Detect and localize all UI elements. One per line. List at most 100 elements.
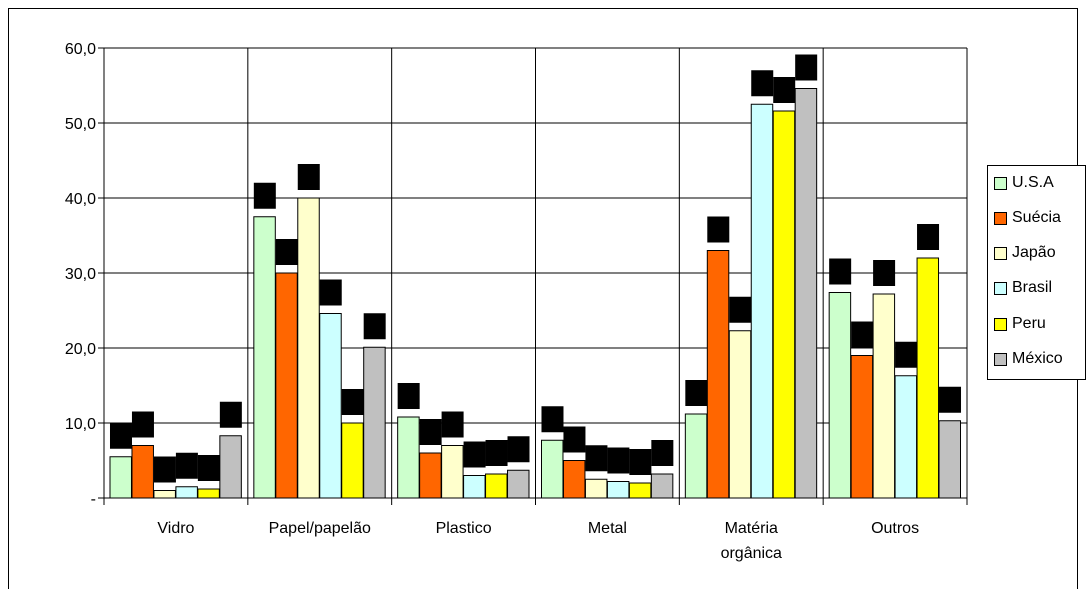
bar bbox=[706, 250, 730, 499]
data-label-box bbox=[131, 411, 154, 438]
data-label-box bbox=[917, 224, 940, 250]
data-label-box bbox=[297, 164, 320, 190]
data-label-box bbox=[795, 54, 818, 81]
data-label-box bbox=[939, 386, 962, 413]
bar bbox=[684, 413, 708, 499]
data-label-box bbox=[873, 260, 896, 286]
legend-swatch-usa bbox=[994, 176, 1007, 190]
bar bbox=[628, 482, 652, 499]
bar bbox=[485, 473, 508, 499]
data-label-box bbox=[275, 239, 298, 265]
bar bbox=[109, 456, 132, 499]
data-label-box bbox=[851, 321, 874, 348]
data-label-box bbox=[895, 341, 918, 368]
legend-swatch-peru bbox=[994, 317, 1007, 331]
x-category-label: orgânica bbox=[721, 545, 782, 562]
legend-item-usa: U.S.A bbox=[994, 173, 1054, 193]
bar bbox=[794, 88, 818, 499]
legend-item-brasil: Brasil bbox=[994, 278, 1052, 298]
data-label-box bbox=[219, 401, 242, 428]
bar bbox=[297, 197, 320, 499]
bar bbox=[275, 272, 298, 499]
data-label-box bbox=[651, 440, 674, 466]
data-label-box bbox=[829, 258, 852, 285]
data-label-box bbox=[773, 77, 796, 103]
bar bbox=[894, 375, 918, 499]
legend-label-japao: Japão bbox=[1012, 244, 1056, 261]
bar bbox=[131, 445, 154, 499]
legend-label-suecia: Suécia bbox=[1012, 209, 1061, 226]
data-label-box bbox=[607, 447, 630, 474]
bar bbox=[916, 257, 940, 499]
data-label-box bbox=[563, 426, 586, 453]
bar bbox=[938, 420, 961, 499]
bar bbox=[153, 490, 176, 499]
data-label-box bbox=[585, 445, 608, 472]
y-tick-label: 50,0 bbox=[65, 116, 96, 133]
legend-label-brasil: Brasil bbox=[1012, 279, 1053, 296]
data-label-box bbox=[441, 411, 464, 438]
bar bbox=[750, 103, 774, 499]
legend-label-mexico: México bbox=[1012, 350, 1063, 367]
data-label-box bbox=[197, 455, 220, 481]
y-tick-label: 30,0 bbox=[65, 266, 96, 283]
y-tick-label: 20,0 bbox=[65, 341, 96, 358]
legend-label-usa: U.S.A bbox=[1012, 174, 1054, 191]
x-category-label: Papel/papelão bbox=[269, 520, 371, 537]
bar bbox=[397, 416, 420, 499]
bar bbox=[419, 452, 442, 499]
data-label-box bbox=[685, 380, 708, 406]
bar bbox=[507, 469, 530, 499]
data-label-box bbox=[153, 456, 176, 483]
y-tick-label: 10,0 bbox=[65, 416, 96, 433]
legend-item-japao: Japão bbox=[994, 243, 1056, 263]
bar bbox=[541, 439, 564, 499]
bar bbox=[319, 313, 342, 499]
bar bbox=[650, 473, 674, 499]
bar bbox=[606, 481, 630, 499]
legend: U.S.A Suécia Japão Brasil Peru México bbox=[987, 165, 1086, 380]
x-category-label: Plastico bbox=[436, 520, 492, 537]
legend-swatch-brasil bbox=[994, 281, 1007, 295]
legend-swatch-suecia bbox=[994, 211, 1007, 225]
data-label-box bbox=[629, 449, 652, 475]
bar bbox=[341, 422, 364, 499]
bar bbox=[562, 460, 586, 499]
legend-item-suecia: Suécia bbox=[994, 208, 1061, 228]
bar bbox=[219, 435, 242, 499]
bar bbox=[441, 445, 464, 499]
bar bbox=[463, 475, 486, 499]
x-category-label: Vidro bbox=[157, 520, 194, 537]
data-label-box bbox=[363, 313, 386, 340]
bar bbox=[363, 346, 386, 499]
x-category-label: Matéria bbox=[725, 520, 778, 537]
legend-label-peru: Peru bbox=[1012, 315, 1046, 332]
bar bbox=[772, 110, 796, 499]
bar bbox=[175, 486, 198, 499]
data-label-box bbox=[419, 419, 442, 445]
bar bbox=[828, 292, 852, 499]
data-label-box bbox=[729, 296, 752, 323]
legend-item-mexico: México bbox=[994, 349, 1063, 369]
data-label-box bbox=[175, 452, 198, 479]
data-label-box bbox=[751, 70, 774, 97]
bar bbox=[197, 488, 220, 499]
bar bbox=[584, 478, 608, 499]
data-label-box bbox=[541, 406, 564, 433]
bar bbox=[872, 293, 896, 499]
x-category-label: Outros bbox=[871, 520, 919, 537]
data-label-box bbox=[485, 440, 508, 466]
legend-swatch-mexico bbox=[994, 352, 1007, 366]
bar bbox=[253, 216, 276, 499]
data-label-box bbox=[253, 182, 276, 209]
y-tick-label: - bbox=[91, 491, 96, 508]
data-label-box bbox=[463, 441, 486, 468]
y-tick-label: 60,0 bbox=[65, 41, 96, 58]
data-label-box bbox=[109, 422, 132, 449]
x-category-label: Metal bbox=[588, 520, 627, 537]
legend-item-peru: Peru bbox=[994, 314, 1046, 334]
bar bbox=[728, 330, 752, 499]
data-label-box bbox=[507, 436, 530, 463]
legend-swatch-japao bbox=[994, 246, 1007, 260]
